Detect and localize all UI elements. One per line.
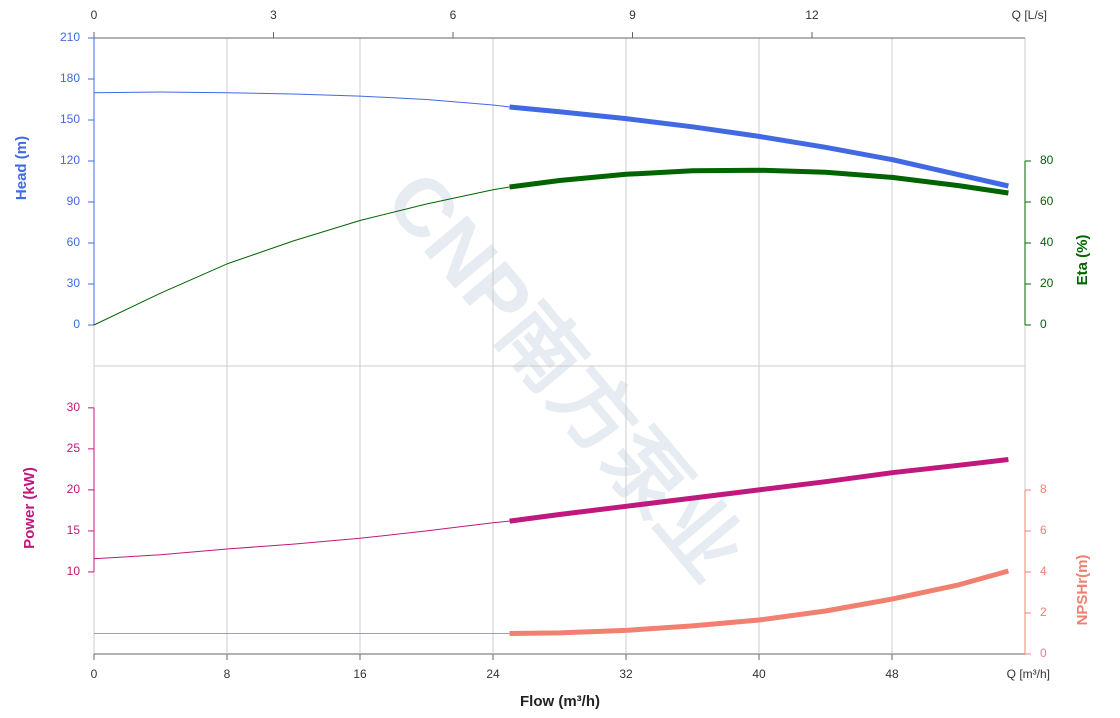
y-tick-label: 0 — [1040, 317, 1047, 331]
y-tick-label: 80 — [1040, 153, 1054, 167]
x2-unit-label: Q [L/s] — [1012, 8, 1047, 22]
x-tick-label: 8 — [224, 667, 231, 681]
y-tick-label: 0 — [73, 317, 80, 331]
y-tick-label: 20 — [67, 482, 81, 496]
y-tick-label: 8 — [1040, 482, 1047, 496]
y-tick-label: 40 — [1040, 235, 1054, 249]
x2-tick-label: 12 — [805, 8, 819, 22]
curve-thick — [509, 167, 1009, 196]
curve-thick — [509, 104, 1009, 189]
y-tick-label: 180 — [60, 71, 80, 85]
x-tick-label: 24 — [486, 667, 500, 681]
y-tick-label: 60 — [67, 235, 81, 249]
y-tick-label: 150 — [60, 112, 80, 126]
y-axis-title: NPSHr(m) — [1074, 555, 1091, 626]
x2-tick-label: 3 — [270, 8, 277, 22]
curve-thick — [509, 457, 1009, 524]
y-tick-label: 15 — [67, 523, 81, 537]
curve-thick — [509, 568, 1010, 636]
x-tick-label: 32 — [619, 667, 633, 681]
y-tick-label: 10 — [67, 564, 81, 578]
curve-thin — [93, 91, 510, 108]
y-axis-title: Eta (%) — [1074, 235, 1091, 286]
y-tick-label: 4 — [1040, 564, 1047, 578]
x-axis-title: Flow (m³/h) — [520, 693, 600, 710]
x2-tick-label: 9 — [629, 8, 636, 22]
y-tick-label: 60 — [1040, 194, 1054, 208]
y-tick-label: 2 — [1040, 605, 1047, 619]
y-tick-label: 20 — [1040, 276, 1054, 290]
x-tick-label: 0 — [91, 667, 98, 681]
y-tick-label: 30 — [67, 276, 81, 290]
y-tick-label: 210 — [60, 30, 80, 44]
y-tick-label: 0 — [1040, 646, 1047, 660]
y-tick-label: 90 — [67, 194, 81, 208]
curve-thin — [93, 520, 510, 560]
y-tick-label: 120 — [60, 153, 80, 167]
y-axis-title: Power (kW) — [21, 467, 38, 549]
x2-tick-label: 0 — [91, 8, 98, 22]
x-tick-label: 40 — [752, 667, 766, 681]
x2-tick-label: 6 — [450, 8, 457, 22]
y-tick-label: 30 — [67, 400, 81, 414]
x-tick-label: 16 — [353, 667, 367, 681]
curve-thin — [93, 186, 510, 326]
x-tick-label: 48 — [885, 667, 899, 681]
y-axis-title: Head (m) — [13, 136, 30, 200]
y-tick-label: 6 — [1040, 523, 1047, 537]
y-tick-label: 25 — [67, 441, 81, 455]
x-unit-label: Q [m³/h] — [1007, 667, 1050, 681]
